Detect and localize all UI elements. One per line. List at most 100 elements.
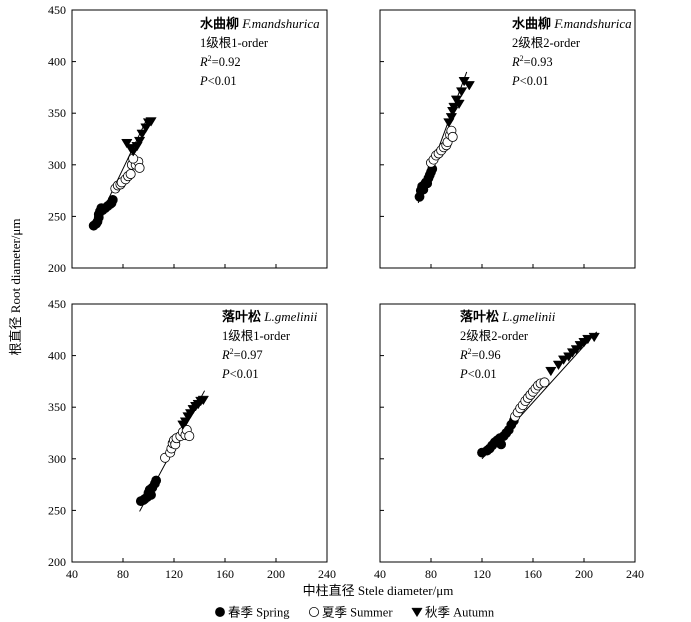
y-tick-label: 400 bbox=[48, 55, 66, 69]
p-label: P<0.01 bbox=[221, 367, 259, 381]
r2-exponent: 2 bbox=[468, 347, 472, 356]
r2-symbol: R bbox=[199, 55, 208, 69]
species-cn: 落叶松 bbox=[460, 309, 502, 324]
data-point bbox=[125, 169, 136, 180]
series-filled-triangle-down bbox=[177, 395, 209, 430]
x-tick-label: 120 bbox=[165, 567, 183, 581]
series-filled-triangle-down bbox=[443, 77, 475, 128]
species-label: 落叶松 L.gmelinii bbox=[222, 309, 318, 324]
data-point bbox=[134, 162, 145, 173]
x-tick-label: 40 bbox=[66, 567, 78, 581]
y-tick-label: 350 bbox=[48, 400, 66, 414]
legend-label: 春季 Spring bbox=[228, 606, 290, 620]
legend-item: 秋季 Autumn bbox=[411, 606, 495, 620]
r2-value: =0.96 bbox=[472, 348, 501, 362]
r2-symbol: R bbox=[221, 348, 230, 362]
x-tick-label: 160 bbox=[216, 567, 234, 581]
order-label: 1级根1-order bbox=[222, 329, 291, 343]
y-tick-label: 450 bbox=[48, 297, 66, 311]
series-open-circle bbox=[160, 424, 195, 463]
data-point bbox=[145, 117, 157, 127]
species-cn: 落叶松 bbox=[222, 309, 264, 324]
data-point bbox=[557, 355, 570, 365]
data-point bbox=[496, 439, 507, 450]
r2-label: R2=0.97 bbox=[221, 347, 263, 362]
y-tick-label: 200 bbox=[48, 261, 66, 275]
legend-marker bbox=[215, 607, 225, 617]
data-point bbox=[136, 129, 148, 140]
series-filled-circle bbox=[135, 475, 162, 507]
species-cn: 水曲柳 bbox=[512, 16, 554, 31]
y-tick-label: 200 bbox=[48, 555, 66, 569]
r2-label: R2=0.93 bbox=[511, 54, 553, 69]
r2-exponent: 2 bbox=[520, 54, 524, 63]
p-label: P<0.01 bbox=[459, 367, 497, 381]
order-label: 2级根2-order bbox=[460, 329, 529, 343]
x-tick-label: 40 bbox=[374, 567, 386, 581]
r2-symbol: R bbox=[459, 348, 468, 362]
series-open-circle bbox=[425, 125, 458, 168]
x-tick-label: 80 bbox=[425, 567, 437, 581]
x-tick-label: 80 bbox=[117, 567, 129, 581]
plot-frame bbox=[379, 303, 636, 563]
species-latin: L.gmelinii bbox=[263, 309, 317, 324]
data-point bbox=[582, 334, 594, 345]
data-point bbox=[197, 395, 209, 406]
p-symbol: P bbox=[511, 74, 520, 88]
p-symbol: P bbox=[221, 367, 230, 381]
series-open-circle bbox=[510, 377, 550, 422]
y-tick-label: 250 bbox=[48, 209, 66, 223]
y-tick-label: 450 bbox=[48, 3, 66, 17]
series-filled-triangle-down bbox=[121, 117, 157, 157]
r2-symbol: R bbox=[511, 55, 520, 69]
p-value: <0.01 bbox=[230, 367, 259, 381]
species-label: 水曲柳 F.mandshurica bbox=[200, 16, 320, 31]
chart-panel-2: 水曲柳 F.mandshurica 2级根2-order R2=0.93 P<0.01 bbox=[379, 9, 636, 269]
legend-marker bbox=[411, 607, 423, 618]
y-tick-label: 250 bbox=[48, 503, 66, 517]
order-label: 2级根2-order bbox=[512, 36, 581, 50]
data-point bbox=[453, 99, 465, 110]
p-value: <0.01 bbox=[208, 74, 237, 88]
data-point bbox=[121, 138, 133, 149]
y-tick-label: 300 bbox=[48, 452, 66, 466]
plot-frame bbox=[71, 303, 328, 563]
r2-value: =0.93 bbox=[524, 55, 553, 69]
r2-value: =0.92 bbox=[212, 55, 241, 69]
series-filled-circle bbox=[88, 194, 118, 231]
plot-frame bbox=[71, 9, 328, 269]
data-point bbox=[545, 366, 557, 377]
x-tick-label: 240 bbox=[626, 567, 644, 581]
r2-exponent: 2 bbox=[208, 54, 212, 63]
species-latin: F.mandshurica bbox=[241, 16, 320, 31]
plot-frame bbox=[379, 9, 636, 269]
y-tick-label: 350 bbox=[48, 106, 66, 120]
species-label: 水曲柳 F.mandshurica bbox=[512, 16, 632, 31]
series-filled-circle bbox=[414, 164, 438, 202]
r2-label: R2=0.96 bbox=[459, 347, 501, 362]
data-point bbox=[455, 87, 468, 97]
y-tick-label: 400 bbox=[48, 349, 66, 363]
legend-label: 夏季 Summer bbox=[322, 606, 393, 620]
series-filled-triangle-down bbox=[545, 332, 600, 377]
legend-label: 秋季 Autumn bbox=[425, 606, 495, 620]
data-point bbox=[448, 102, 460, 113]
r2-exponent: 2 bbox=[230, 347, 234, 356]
p-label: P<0.01 bbox=[199, 74, 237, 88]
legend-item: 春季 Spring bbox=[215, 606, 290, 620]
r2-label: R2=0.92 bbox=[199, 54, 241, 69]
data-point bbox=[447, 131, 458, 142]
x-tick-label: 240 bbox=[318, 567, 336, 581]
data-point bbox=[588, 332, 600, 343]
data-point bbox=[133, 136, 146, 147]
data-point bbox=[539, 377, 550, 388]
species-latin: F.mandshurica bbox=[553, 16, 632, 31]
legend-marker bbox=[308, 607, 319, 618]
p-value: <0.01 bbox=[468, 367, 497, 381]
data-point bbox=[151, 475, 162, 486]
x-axis-label: 中柱直径 Stele diameter/μm bbox=[303, 583, 454, 598]
legend: 春季 Spring 夏季 Summer 秋季 Autumn bbox=[215, 606, 495, 620]
p-symbol: P bbox=[459, 367, 468, 381]
chart-panel-1: 200 250 300 350 400 450 水曲柳 F.mandshurica 1级根1-… bbox=[48, 3, 328, 275]
